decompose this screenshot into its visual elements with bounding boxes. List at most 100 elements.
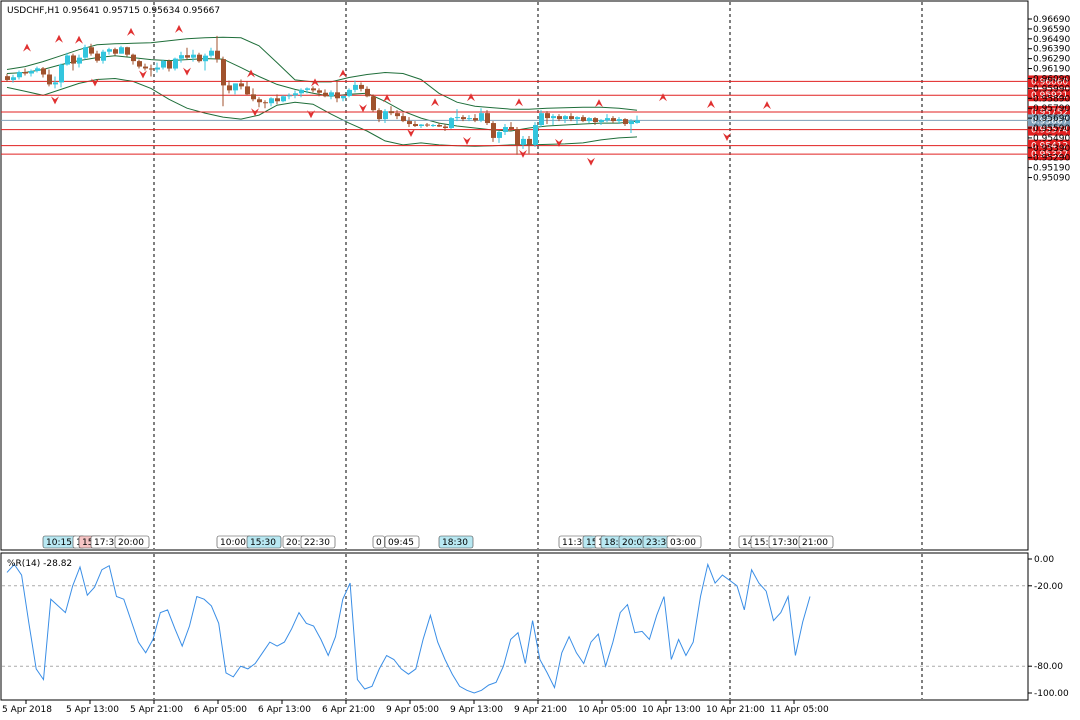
session-tag-label: 14 xyxy=(742,538,754,548)
time-axis[interactable]: 5 Apr 2018 5 Apr 13:00 5 Apr 21:00 6 Apr 05… xyxy=(2,700,829,715)
session-tag xyxy=(438,535,474,549)
price-axis[interactable]: 0.966900.965900.964900.963900.962900.961… xyxy=(1028,15,1070,184)
wpr-tick-label: -100.00 xyxy=(1034,689,1069,699)
candle-bull xyxy=(305,88,310,90)
fractal-down-arrow xyxy=(307,110,315,119)
fractal-up-arrow xyxy=(595,99,603,108)
candle-bear xyxy=(401,116,406,122)
candle-bull xyxy=(281,96,286,102)
candle-bull xyxy=(635,120,640,123)
candle-bull xyxy=(419,124,424,127)
time-tick-label: 6 Apr 13:00 xyxy=(258,705,311,715)
candle-bear xyxy=(359,84,364,89)
candle-bear xyxy=(413,124,418,127)
candle-bull xyxy=(299,89,304,94)
candle-bull xyxy=(107,49,112,52)
price-tick-label: 0.96590 xyxy=(1033,25,1070,35)
candle-bull xyxy=(497,131,502,138)
candle-bull xyxy=(101,51,106,61)
session-tag-label: 0 xyxy=(376,538,382,548)
fractal-up-arrow xyxy=(175,24,183,33)
candle-bear xyxy=(167,61,172,69)
candle-bear xyxy=(311,88,316,91)
level-tag[interactable] xyxy=(1028,89,1070,102)
candle-bear xyxy=(245,86,250,95)
candle-bear xyxy=(515,129,520,145)
candle-bear xyxy=(113,49,118,54)
current-price-tag-label: 0.95667 xyxy=(1031,116,1068,126)
fractal-down-arrow xyxy=(555,138,563,147)
session-tag xyxy=(300,535,336,549)
time-tick-label: 9 Apr 21:00 xyxy=(514,705,567,715)
candle-bull xyxy=(35,68,40,72)
candle-bear xyxy=(143,66,148,69)
session-tag xyxy=(246,535,282,549)
level-tag[interactable] xyxy=(1028,148,1070,161)
candle-bear xyxy=(509,127,514,130)
price-pane[interactable]: 0.96060 0.95921 0.95752 0.95574 0.954120.953… xyxy=(0,0,1070,551)
candle-bull xyxy=(83,47,88,58)
time-tick-label: 6 Apr 05:00 xyxy=(194,705,247,715)
session-tag-label: 10:15 xyxy=(46,538,72,548)
fractal-up-arrow xyxy=(127,27,135,36)
candle-bull xyxy=(53,82,58,85)
candle-bear xyxy=(89,47,94,54)
candle-bull xyxy=(605,118,610,121)
price-tick-label: 0.95390 xyxy=(1033,144,1070,154)
candle-bull xyxy=(539,113,544,126)
price-tick-label: 0.96090 xyxy=(1033,74,1070,84)
current-price-line: 0.95667 xyxy=(1,114,1070,127)
fractal-up-arrow xyxy=(763,101,771,110)
candle-bull xyxy=(191,54,196,58)
candlesticks xyxy=(5,35,640,155)
time-tick-label: 10 Apr 13:00 xyxy=(642,705,701,715)
price-tick-label: 0.96390 xyxy=(1033,45,1070,55)
session-tag-label: 03:00 xyxy=(670,538,696,548)
candle-bear xyxy=(623,119,628,125)
session-tag xyxy=(114,535,150,549)
candle-bear xyxy=(257,99,262,103)
time-tick-label: 5 Apr 13:00 xyxy=(66,705,119,715)
wpr-axis[interactable]: 0.00 -20.00 -80.00 -100.00 xyxy=(1028,555,1069,699)
price-tick-label: 0.95890 xyxy=(1033,94,1070,104)
session-tag-label: 10:00 xyxy=(220,538,246,548)
price-tick-label: 0.95990 xyxy=(1033,84,1070,94)
level-tag-label: 0.95752 xyxy=(1031,108,1068,118)
time-tick-label: 5 Apr 2018 xyxy=(2,705,52,715)
fractal-up-arrow xyxy=(383,94,391,103)
level-tag[interactable] xyxy=(1028,75,1070,88)
fractal-up-arrow xyxy=(311,78,319,87)
candle-bear xyxy=(263,102,268,104)
level-tag-label: 0.95327 xyxy=(1031,150,1068,160)
candle-bear xyxy=(47,74,52,85)
candle-bear xyxy=(527,138,532,145)
time-tick-label: 6 Apr 21:00 xyxy=(322,705,375,715)
fractal-up-arrow xyxy=(659,93,667,102)
time-tick-label: 9 Apr 05:00 xyxy=(386,705,439,715)
candle-bear xyxy=(443,126,448,129)
candle-bear xyxy=(569,116,574,120)
candle-bear xyxy=(251,94,256,100)
candle-bull xyxy=(449,118,454,129)
price-tick-label: 0.95290 xyxy=(1033,154,1070,164)
candle-bear xyxy=(149,68,154,70)
level-tag[interactable] xyxy=(1028,123,1070,136)
candle-bull xyxy=(29,71,34,74)
candle-bull xyxy=(119,47,124,54)
candle-bear xyxy=(377,110,382,120)
candle-bear xyxy=(491,123,496,138)
candle-bull xyxy=(455,117,460,119)
candle-bull xyxy=(293,93,298,96)
price-tick-label: 0.96490 xyxy=(1033,35,1070,45)
candle-bull xyxy=(287,95,292,97)
wpr-tick-label: 0.00 xyxy=(1034,555,1054,565)
session-tag xyxy=(372,535,385,549)
fractal-up-arrow xyxy=(55,34,63,43)
wpr-pane[interactable]: %R(14) -28.82 0.00 -20.00 -80.00 -100.00 xyxy=(0,552,1069,701)
wpr-line xyxy=(6,562,811,694)
candle-bull xyxy=(353,84,358,90)
candle-bull xyxy=(173,58,178,69)
wpr-pane-frame xyxy=(0,552,1029,701)
fractal-up-arrow xyxy=(431,98,439,107)
